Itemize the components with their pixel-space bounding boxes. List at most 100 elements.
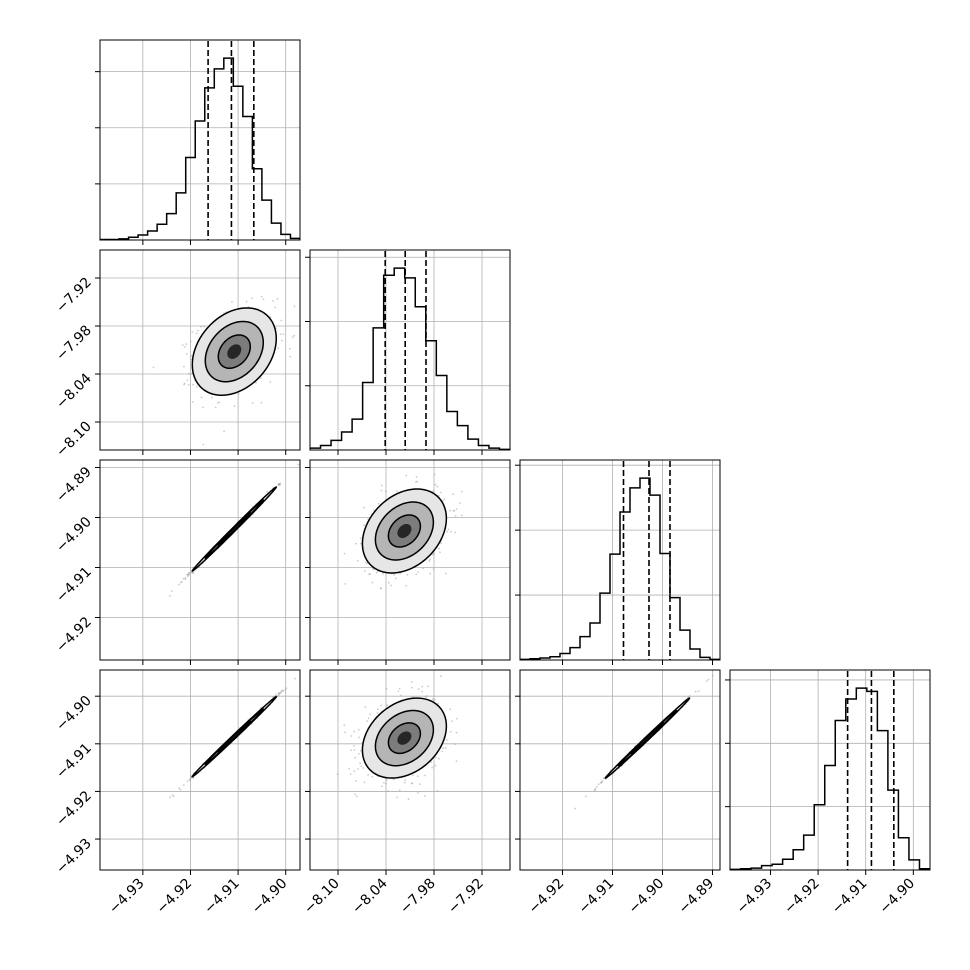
- panel-frame: [519, 669, 721, 871]
- scatter-point: [411, 782, 414, 784]
- scatter-point: [353, 749, 356, 751]
- scatter-point: [452, 493, 454, 496]
- scatter-point: [383, 782, 385, 784]
- scatter-point: [349, 773, 352, 775]
- scatter-point: [363, 781, 366, 784]
- scatter-point: [190, 775, 192, 777]
- contour-level: [640, 731, 655, 745]
- scatter-point: [186, 780, 189, 783]
- scatter-point: [447, 528, 450, 531]
- scatter-point: [195, 332, 198, 335]
- scatter-point: [366, 562, 369, 565]
- contour-level: [227, 522, 242, 536]
- scatter-point: [191, 331, 194, 333]
- histogram-panel-0: [95, 39, 301, 245]
- x-tick-label: −4.91: [201, 876, 243, 918]
- y-tick-label: −7.98: [53, 323, 95, 365]
- scatter-point: [384, 490, 387, 493]
- scatter-point: [459, 502, 461, 505]
- scatter-point: [416, 480, 418, 483]
- scatter-point: [431, 698, 434, 700]
- scatter-point: [441, 750, 444, 753]
- scatter-point: [344, 583, 347, 585]
- scatter-point: [602, 777, 605, 780]
- scatter-point: [382, 573, 384, 575]
- scatter-point: [594, 787, 597, 790]
- scatter-point: [390, 584, 393, 587]
- scatter-point: [178, 583, 180, 586]
- histogram-panel-3: −4.93 −4.92 −4.91 −4.90: [725, 669, 931, 918]
- scatter-point: [600, 781, 603, 783]
- scatter-point: [169, 796, 172, 798]
- scatter-point: [355, 542, 357, 545]
- scatter-point: [450, 530, 452, 533]
- scatter-point: [454, 515, 457, 517]
- x-tick-label: −4.90: [877, 876, 919, 918]
- scatter-point: [182, 784, 185, 786]
- x-tick-label: −4.89: [676, 876, 718, 918]
- scatter-point: [200, 325, 203, 328]
- scatter-point: [393, 573, 396, 576]
- scatter-point: [421, 685, 424, 688]
- scatter-point: [202, 443, 205, 446]
- scatter-point: [353, 730, 356, 733]
- scatter-point: [358, 753, 360, 755]
- scatter-point: [354, 793, 357, 796]
- scatter-point: [377, 502, 380, 505]
- scatter-point: [188, 571, 191, 574]
- scatter-point: [433, 698, 436, 701]
- scatter-point: [276, 297, 279, 300]
- scatter-point: [280, 319, 283, 322]
- scatter-point: [449, 708, 452, 711]
- scatter-point: [417, 571, 420, 573]
- scatter-point: [353, 745, 355, 747]
- scatter-point: [293, 334, 296, 337]
- scatter-point: [440, 675, 442, 678]
- density-contours: [361, 488, 448, 574]
- scatter-point: [182, 577, 185, 580]
- scatter-point: [189, 778, 192, 781]
- scatter-point: [357, 768, 359, 770]
- scatter-point: [405, 584, 407, 587]
- scatter-point: [274, 694, 277, 696]
- scatter-point: [405, 474, 408, 477]
- scatter-point: [380, 484, 383, 487]
- scatter-point: [291, 336, 294, 339]
- panel-frame: [309, 669, 511, 871]
- scatter-point: [285, 687, 288, 690]
- scatter-point: [185, 343, 188, 345]
- scatter-point: [203, 325, 206, 328]
- scatter-point: [190, 354, 193, 357]
- scatter-point: [461, 514, 463, 517]
- scatter-point: [375, 571, 378, 574]
- density-contours: [191, 307, 278, 396]
- scatter-point: [707, 678, 710, 681]
- scatter-point: [412, 774, 414, 777]
- y-tick-label: −4.92: [53, 614, 95, 656]
- histogram-step: [310, 267, 510, 450]
- scatter-point: [191, 401, 194, 403]
- x-tick-label: −4.91: [576, 876, 618, 918]
- scatter-point: [202, 406, 204, 409]
- scatter-point: [186, 353, 188, 355]
- scatter-point: [293, 305, 296, 308]
- scatter-point: [369, 573, 371, 576]
- scatter-point: [190, 358, 193, 360]
- scatter-point: [455, 760, 458, 762]
- scatter-point: [297, 463, 300, 466]
- scatter-point: [357, 559, 359, 562]
- y-tick-label: −4.89: [53, 464, 95, 506]
- scatter-point: [387, 790, 389, 792]
- scatter-point: [245, 300, 248, 303]
- contour-level: [227, 730, 242, 744]
- scatter-point: [353, 770, 356, 773]
- scatter-point: [424, 774, 426, 777]
- y-tick-label: −4.92: [53, 788, 95, 830]
- y-tick-label: −4.93: [53, 836, 95, 878]
- scatter-point: [697, 690, 700, 692]
- scatter-point: [172, 795, 175, 798]
- scatter-point: [440, 491, 442, 494]
- scatter-point: [376, 712, 379, 714]
- scatter-point: [186, 573, 189, 576]
- scatter-point: [455, 731, 458, 734]
